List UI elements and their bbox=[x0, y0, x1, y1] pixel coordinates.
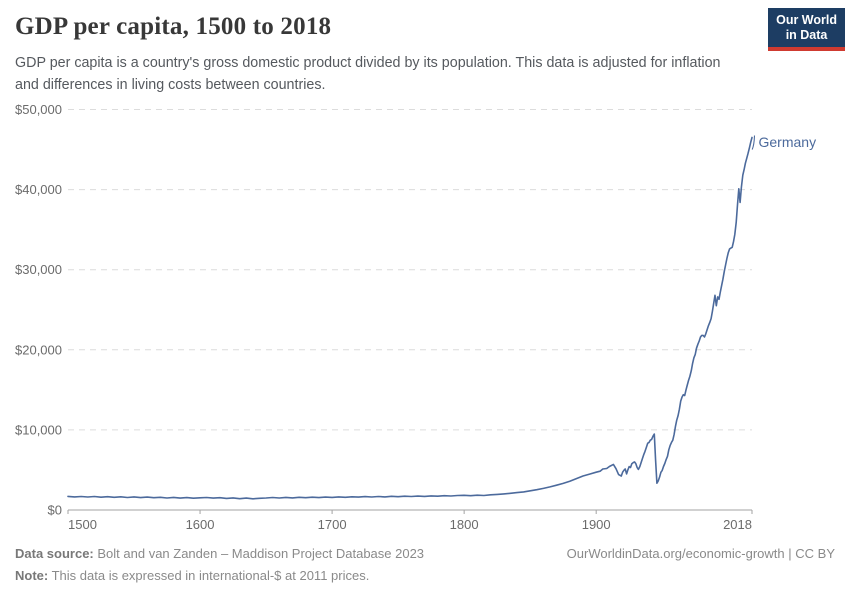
footer-right: OurWorldinData.org/economic-growth | CC … bbox=[567, 546, 835, 561]
series-label[interactable]: Germany bbox=[759, 134, 817, 150]
note-line: Note: This data is expressed in internat… bbox=[15, 568, 835, 584]
x-tick-label: 2018 bbox=[723, 517, 752, 532]
y-tick-label: $0 bbox=[48, 503, 62, 518]
y-tick-label: $10,000 bbox=[15, 422, 62, 437]
note-label: Note: bbox=[15, 568, 49, 583]
series-label-connector bbox=[751, 135, 756, 150]
data-source-text: Bolt and van Zanden – Maddison Project D… bbox=[97, 546, 425, 561]
y-tick-label: $30,000 bbox=[15, 262, 62, 277]
footer-divider: | bbox=[788, 546, 792, 561]
chart-footer: Data source: Bolt and van Zanden – Maddi… bbox=[15, 546, 835, 584]
footer-left: Data source: Bolt and van Zanden – Maddi… bbox=[15, 546, 835, 584]
y-tick-label: $50,000 bbox=[15, 102, 62, 117]
y-tick-label: $20,000 bbox=[15, 342, 62, 357]
chart-subtitle-line1: GDP per capita is a country's gross dome… bbox=[15, 55, 721, 71]
chart-subtitle-line2: and differences in living costs between … bbox=[15, 77, 326, 93]
series-line-germany[interactable] bbox=[67, 136, 753, 500]
x-tick-label: 1700 bbox=[318, 517, 347, 532]
owid-logo-line2: in Data bbox=[785, 28, 828, 42]
data-source-line: Data source: Bolt and van Zanden – Maddi… bbox=[15, 546, 835, 562]
x-tick-label: 1600 bbox=[186, 517, 215, 532]
note-text: This data is expressed in international-… bbox=[51, 568, 370, 583]
chart-title: GDP per capita, 1500 to 2018 bbox=[15, 13, 332, 40]
y-tick-label: $40,000 bbox=[15, 182, 62, 197]
x-tick-label: 1900 bbox=[582, 517, 611, 532]
owid-logo-line1: Our World bbox=[776, 13, 837, 27]
owid-logo[interactable]: Our World in Data bbox=[768, 8, 845, 51]
citation-link[interactable]: OurWorldinData.org/economic-growth bbox=[566, 546, 785, 561]
x-tick-label: 1800 bbox=[450, 517, 479, 532]
license-link[interactable]: CC BY bbox=[795, 546, 835, 561]
chart-subtitle: GDP per capita is a country's gross dome… bbox=[15, 52, 805, 96]
x-tick-label: 1500 bbox=[68, 517, 97, 532]
data-source-label: Data source: bbox=[15, 546, 94, 561]
